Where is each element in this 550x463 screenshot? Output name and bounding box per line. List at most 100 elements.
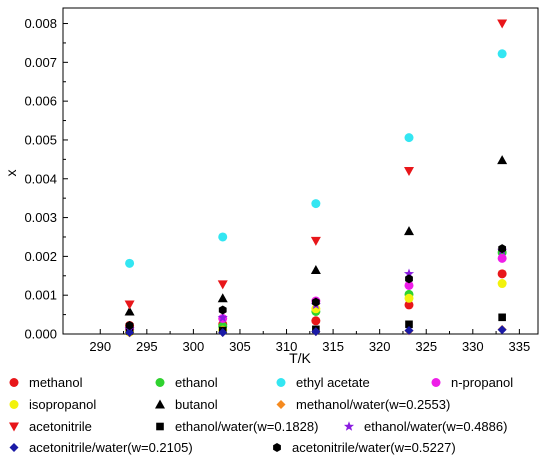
data-point [218,305,227,315]
data-point [497,325,507,335]
series-acetonitrile-water-w-0-2105 [125,325,507,337]
data-point [404,326,414,336]
x-tick-label: 300 [183,339,205,354]
data-point [404,280,414,290]
legend-item-n-propanol: n-propanol [431,375,513,390]
data-point [310,264,321,274]
y-tick-label: 0.004 [24,171,57,186]
legend-item-ethanol-water-w-0-1828: ethanol/water(w=0.1828) [156,419,318,434]
x-tick-label: 305 [229,339,251,354]
legend-item-ethanol-water-w-0-4886: ethanol/water(w=0.4886) [343,419,507,434]
x-tick-label: 325 [415,339,437,354]
series-acetonitrile [124,19,508,310]
y-tick-label: 0.000 [24,327,57,342]
data-point [218,327,228,337]
data-point [498,244,507,254]
y-tick-label: 0.002 [24,249,57,264]
data-point [497,279,507,289]
y-tick-label: 0.003 [24,210,57,225]
data-point [405,320,413,329]
data-point [497,253,507,263]
legend-item-acetonitrile-water-w-0-5227: acetonitrile/water(w=0.5227) [273,440,456,455]
legend-item-isopropanol: isopropanol [9,397,96,412]
tick-labels: 290 295 300 305 310 315 320 325 330 335 0.000 0.001… [24,16,530,354]
legend-marker [276,378,286,387]
data-point [405,274,413,284]
legend-label: ethanol [175,375,218,390]
data-point [218,232,228,242]
legend-marker [155,399,165,409]
x-tick-label: 295 [136,339,158,354]
legend-marker [343,421,355,431]
y-tick-label: 0.005 [24,132,57,147]
legend-marker [276,400,286,409]
data-point [125,327,135,337]
data-point [124,300,135,310]
data-point [310,236,321,246]
y-tick-label: 0.008 [24,16,57,31]
legend-label: n-propanol [451,375,513,390]
data-point [404,167,414,176]
series-acetonitrile-water-w-0-5227 [125,244,507,330]
data-point [404,300,414,310]
legend-item-ethyl-acetate: ethyl acetate [276,375,370,390]
legend-label: ethyl acetate [296,375,370,390]
axis-ticks [63,23,520,335]
legend: methanol ethanol ethyl acetate n-propanol is… [9,375,513,455]
legend-marker [9,400,19,409]
series-butanol [124,155,508,316]
legend-label: ethanol/water(w=0.1828) [175,419,318,434]
legend-item-methanol-water-w-0-2553: methanol/water(w=0.2553) [276,397,450,412]
data-point [497,269,507,279]
x-tick-label: 335 [509,339,531,354]
x-tick-label: 330 [462,339,484,354]
data-point [125,258,135,268]
legend-label: acetonitrile/water(w=0.2105) [29,440,193,455]
data-point [497,155,508,165]
legend-marker [156,422,164,431]
data-point [311,327,321,337]
legend-label: ethanol/water(w=0.4886) [364,419,507,434]
data-point [404,133,414,143]
legend-label: butanol [175,397,218,412]
x-tick-label: 315 [322,339,344,354]
x-tick-label: 290 [89,339,111,354]
legend-marker [155,378,165,387]
legend-marker [431,378,441,387]
legend-item-ethanol: ethanol [155,375,218,390]
data-point [498,313,506,322]
data-point [404,293,414,303]
legend-label: acetonitrile/water(w=0.5227) [292,440,456,455]
legend-label: methanol [29,375,83,390]
data-point [311,199,321,209]
legend-marker [273,443,281,452]
data-point [217,280,228,290]
legend-item-butanol: butanol [155,397,218,412]
legend-label: isopropanol [29,397,96,412]
legend-marker [9,378,19,387]
plot-frame [62,7,539,335]
legend-label: methanol/water(w=0.2553) [296,397,450,412]
legend-item-acetonitrile-water-w-0-2105: acetonitrile/water(w=0.2105) [9,440,193,455]
y-tick-label: 0.006 [24,94,57,109]
y-axis-title: x [3,170,19,177]
data-point [124,306,135,316]
data-point [497,49,507,59]
data-point [217,293,228,303]
legend-label: acetonitrile [29,419,92,434]
x-tick-label: 320 [369,339,391,354]
x-tick-label: 310 [276,339,298,354]
data-marks [124,19,508,338]
legend-item-methanol: methanol [9,375,83,390]
data-point [403,268,415,279]
y-tick-label: 0.007 [24,55,57,70]
legend-marker [9,422,19,432]
data-point [497,19,508,29]
x-axis-title: T/K [289,350,311,366]
legend-item-acetonitrile: acetonitrile [9,419,92,434]
data-point [125,320,134,330]
legend-marker [9,443,19,452]
series-ethyl-acetate [125,49,507,268]
data-point [404,226,414,236]
